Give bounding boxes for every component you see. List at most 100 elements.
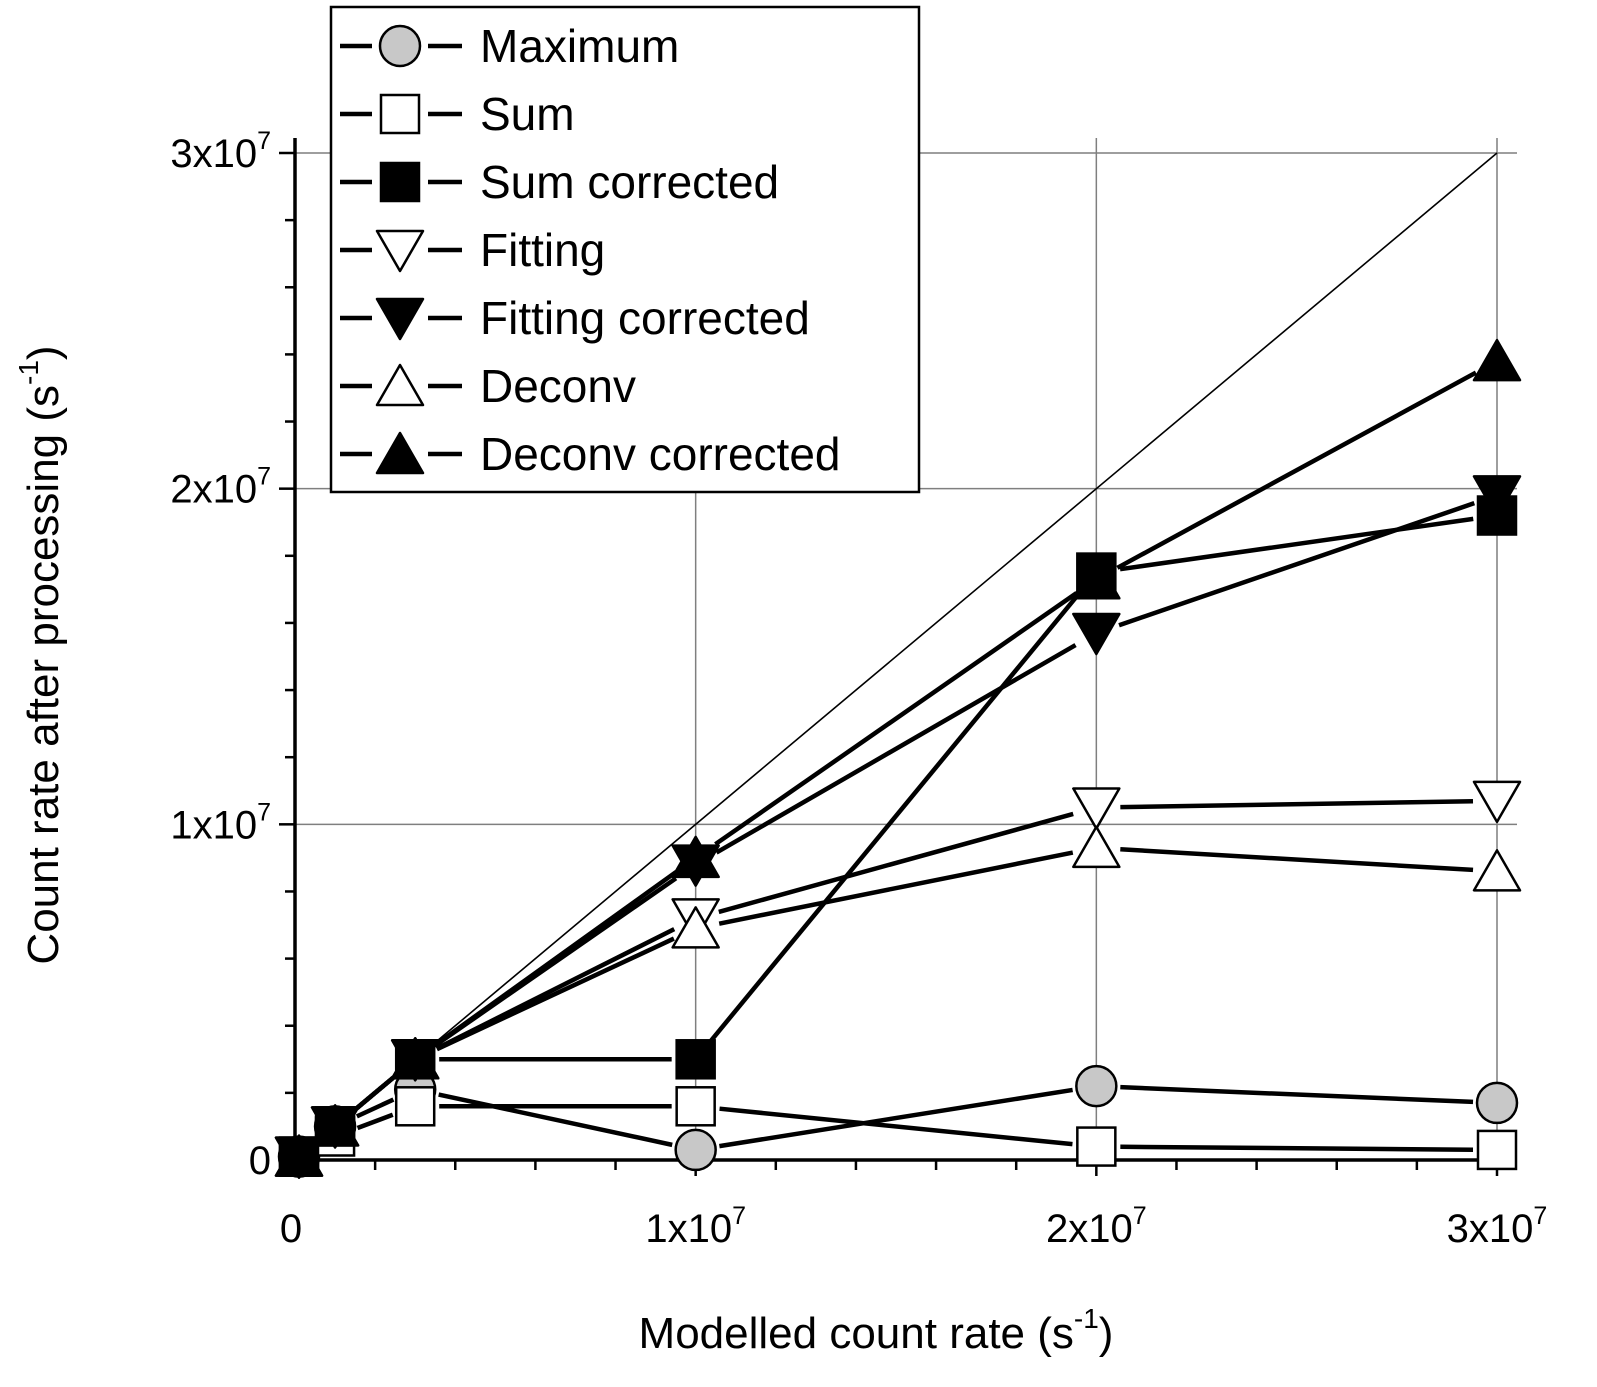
series-fitting-corrected <box>274 475 1522 1179</box>
y-tick-label-2: 2x107 <box>170 463 271 512</box>
x-axis-title-tail: ) <box>1099 1309 1114 1358</box>
series-line-segment <box>1116 370 1477 570</box>
x-tick-label-1-mantissa: 1x10 <box>645 1207 732 1251</box>
x-tick-label-1: 1x107 <box>645 1202 746 1251</box>
data-point-sum <box>1076 1126 1117 1167</box>
legend-entry-maximum: Maximum <box>340 20 679 72</box>
legend-entry-deconv-corrected: Deconv corrected <box>340 428 841 480</box>
legend-marker-triangle-up <box>375 363 425 407</box>
data-point-fitting-corrected <box>1472 475 1522 518</box>
reference-line-y-equals-x <box>294 152 1498 1161</box>
legend-label: Maximum <box>480 20 679 72</box>
legend-marker-triangle-down <box>375 229 425 273</box>
y-tick-label-1-exp: 7 <box>257 798 271 826</box>
series-line-segment <box>356 1112 394 1131</box>
data-point-sum-corrected <box>675 1039 716 1080</box>
series-line-segment <box>719 1087 1073 1149</box>
x-tick-label-2-mantissa: 2x10 <box>1046 1207 1133 1251</box>
legend-marker-square <box>379 161 421 203</box>
y-axis-title-exp: -1 <box>13 360 44 385</box>
x-tick-label-3-exp: 7 <box>1533 1202 1547 1230</box>
series-line-segment <box>1118 501 1476 628</box>
data-point-maximum <box>1475 1081 1519 1125</box>
legend-label: Deconv <box>480 360 636 412</box>
data-point-deconv-corrected <box>671 835 720 879</box>
x-tick-label-3-mantissa: 3x10 <box>1447 1207 1534 1251</box>
legend-box <box>329 5 921 494</box>
data-point-deconv-corrected <box>1472 338 1522 382</box>
y-axis-title: Count rate after processing (s-1) <box>13 345 68 964</box>
series-line-segment <box>709 589 1083 1043</box>
series-line-segment <box>719 1106 1073 1147</box>
x-tick-label-0-mantissa: 0 <box>280 1207 302 1251</box>
y-tick-label-2-mantissa: 2x10 <box>170 468 257 512</box>
data-point-sum <box>675 1086 716 1127</box>
data-point-fitting <box>1072 787 1121 830</box>
legend-marker-circle <box>378 24 422 68</box>
legend-entry-deconv: Deconv <box>340 360 636 412</box>
series-line-segment <box>1120 798 1474 810</box>
series-line-segment <box>1120 846 1474 873</box>
data-point-deconv-corrected <box>310 1104 360 1147</box>
legend-label: Sum <box>480 88 575 140</box>
x-tick-label-2-exp: 7 <box>1133 1202 1147 1230</box>
x-axis-title: Modelled count rate (s-1) <box>639 1303 1114 1358</box>
series-line-segment <box>438 1092 673 1148</box>
series-line-segment <box>352 1072 399 1113</box>
legend-marker-square <box>379 93 421 135</box>
y-tick-label-1-mantissa: 1x10 <box>170 803 257 847</box>
y-tick-label-3-exp: 7 <box>257 127 271 155</box>
legend-label: Fitting <box>480 224 605 276</box>
y-tick-label-3: 3x107 <box>170 127 271 176</box>
x-tick-label-0: 0 <box>280 1207 302 1251</box>
series-deconv-corrected <box>274 338 1522 1177</box>
legend-label: Deconv corrected <box>480 428 841 480</box>
y-tick-label-3-mantissa: 3x10 <box>170 132 257 176</box>
x-tick-label-2: 2x107 <box>1046 1202 1147 1251</box>
legend-label: Fitting corrected <box>480 292 810 344</box>
series-line-segment <box>714 591 1078 847</box>
series-deconv <box>274 825 1522 1177</box>
legend-entry-sum-corrected: Sum corrected <box>340 156 779 208</box>
x-tick-label-3: 3x107 <box>1447 1202 1548 1251</box>
series-line-segment <box>433 870 678 1048</box>
series-sum-corrected <box>278 495 1518 1177</box>
y-tick-label-0: 0 <box>249 1139 271 1183</box>
y-axis-title-tail: ) <box>19 345 68 360</box>
y-axis-title-base: Count rate after processing (s <box>19 385 68 965</box>
series-line-segment <box>718 850 1074 926</box>
y-tick-label-0-mantissa: 0 <box>249 1139 271 1183</box>
series-line-segment <box>1120 1144 1474 1152</box>
series-line-segment <box>1120 1084 1474 1105</box>
x-axis-title-exp: -1 <box>1074 1303 1099 1334</box>
data-point-maximum <box>674 1128 717 1172</box>
y-tick-label-2-exp: 7 <box>257 463 271 491</box>
data-point-fitting-corrected <box>1072 612 1121 656</box>
x-tick-label-1-exp: 7 <box>732 1202 746 1230</box>
legend-entry-sum: Sum <box>340 88 575 140</box>
data-point-deconv-corrected <box>390 1037 440 1080</box>
x-axis-title-base: Modelled count rate (s <box>639 1309 1074 1358</box>
legend-marker-triangle-up <box>375 431 425 475</box>
series-layer <box>274 338 1522 1179</box>
data-point-deconv <box>1072 825 1121 869</box>
data-point-sum <box>1476 1129 1518 1171</box>
series-line-segment <box>718 811 1074 915</box>
data-point-deconv <box>671 906 720 949</box>
data-point-sum <box>394 1086 436 1127</box>
axes <box>279 138 1517 1176</box>
y-tick-label-1: 1x107 <box>170 798 271 847</box>
data-point-deconv <box>1472 849 1522 892</box>
series-line-segment <box>355 1097 395 1119</box>
data-point-maximum <box>1075 1064 1118 1108</box>
series-line-segment <box>715 643 1077 855</box>
legend-marker-triangle-down <box>375 297 425 341</box>
series-line-segment <box>435 936 675 1052</box>
legend: Maximum Sum Sum corrected Fitting Fitting co… <box>329 5 921 494</box>
legend-label: Sum corrected <box>480 156 779 208</box>
legend-entry-fitting-corrected: Fitting corrected <box>340 292 810 344</box>
data-point-fitting <box>1472 780 1522 824</box>
data-point-deconv-corrected <box>1072 557 1121 600</box>
